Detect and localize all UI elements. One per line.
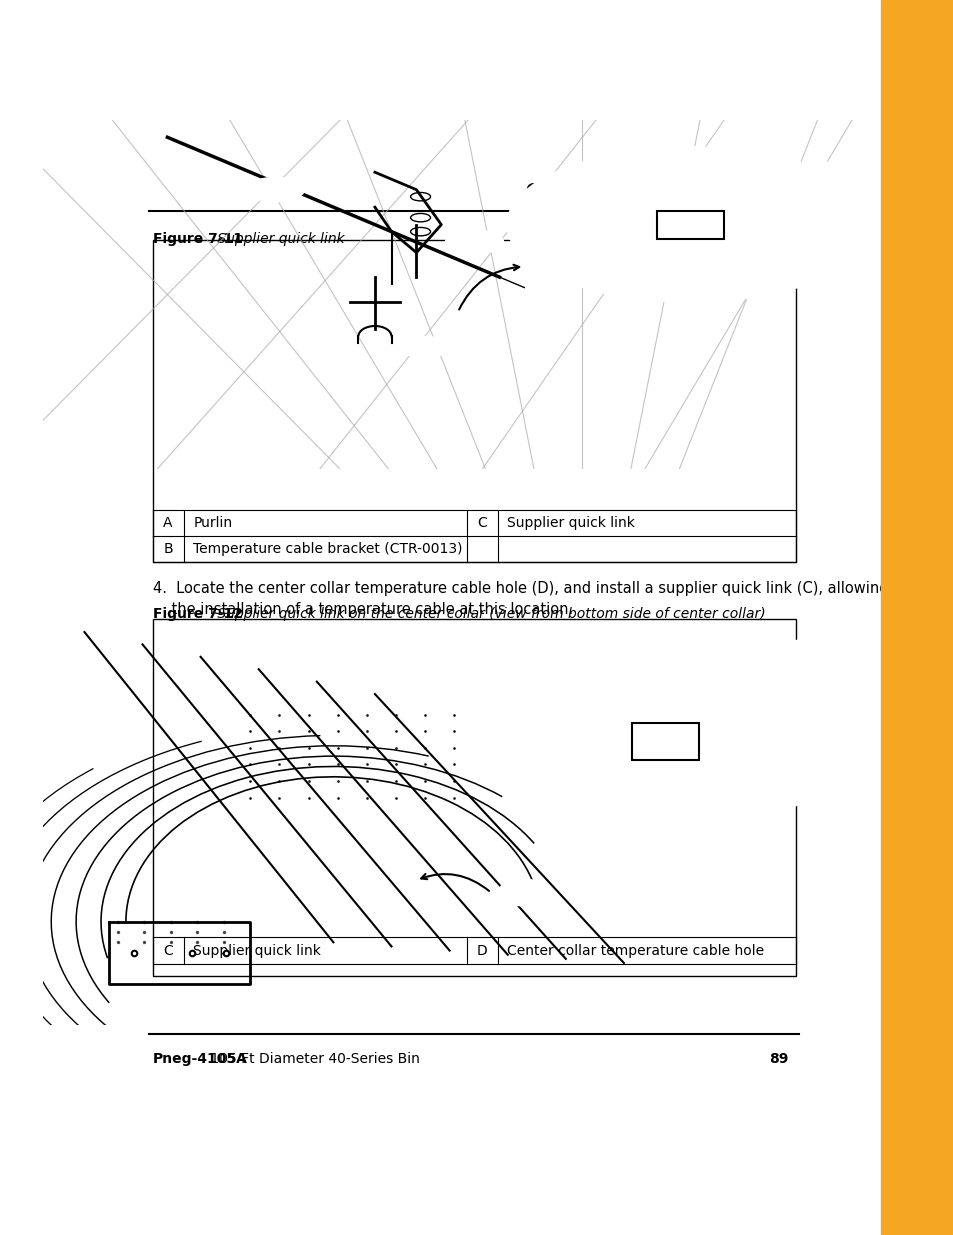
Circle shape bbox=[246, 178, 304, 203]
Text: Temperature cable bracket (CTR-0013): Temperature cable bracket (CTR-0013) bbox=[193, 542, 462, 556]
Text: D: D bbox=[476, 944, 487, 958]
Text: 105 Ft Diameter 40-Series Bin: 105 Ft Diameter 40-Series Bin bbox=[206, 1052, 419, 1066]
Text: C: C bbox=[801, 647, 809, 658]
Text: D: D bbox=[519, 888, 528, 898]
Text: Supplier quick link: Supplier quick link bbox=[213, 232, 344, 246]
Text: B: B bbox=[470, 237, 477, 247]
Text: Supplier quick link on the center collar (view from bottom side of center collar: Supplier quick link on the center collar… bbox=[213, 606, 765, 620]
Circle shape bbox=[445, 230, 503, 254]
Text: C: C bbox=[810, 167, 818, 177]
Text: Figure 7-11: Figure 7-11 bbox=[152, 232, 242, 246]
Text: Supplier quick link: Supplier quick link bbox=[193, 944, 321, 958]
Circle shape bbox=[399, 336, 449, 357]
Circle shape bbox=[507, 148, 872, 301]
Text: C: C bbox=[476, 516, 487, 530]
Bar bbox=[632, 722, 698, 761]
Text: 89: 89 bbox=[768, 1052, 787, 1066]
Text: Supplier quick link: Supplier quick link bbox=[507, 516, 635, 530]
Text: 4.  Locate the center collar temperature cable hole (D), and install a supplier : 4. Locate the center collar temperature … bbox=[152, 580, 912, 595]
Bar bbox=[657, 211, 722, 238]
Text: A: A bbox=[272, 185, 279, 195]
Circle shape bbox=[474, 640, 856, 831]
Text: Figure 7-12: Figure 7-12 bbox=[152, 606, 242, 620]
Text: C: C bbox=[163, 944, 172, 958]
Circle shape bbox=[787, 161, 841, 184]
Text: the installation of a temperature cable at this location.: the installation of a temperature cable … bbox=[152, 601, 572, 616]
Bar bbox=[152, 241, 795, 562]
Circle shape bbox=[780, 640, 832, 666]
Text: Pneg-4105A: Pneg-4105A bbox=[152, 1052, 247, 1066]
Text: A: A bbox=[163, 516, 172, 530]
Text: Chapter 7: Roof Assembly: Chapter 7: Roof Assembly bbox=[526, 182, 787, 200]
Text: Purlin: Purlin bbox=[193, 516, 233, 530]
Text: Center collar temperature cable hole: Center collar temperature cable hole bbox=[507, 944, 763, 958]
Text: C: C bbox=[421, 342, 428, 352]
Circle shape bbox=[497, 879, 550, 906]
Text: B: B bbox=[163, 542, 172, 556]
Bar bbox=[152, 619, 795, 976]
